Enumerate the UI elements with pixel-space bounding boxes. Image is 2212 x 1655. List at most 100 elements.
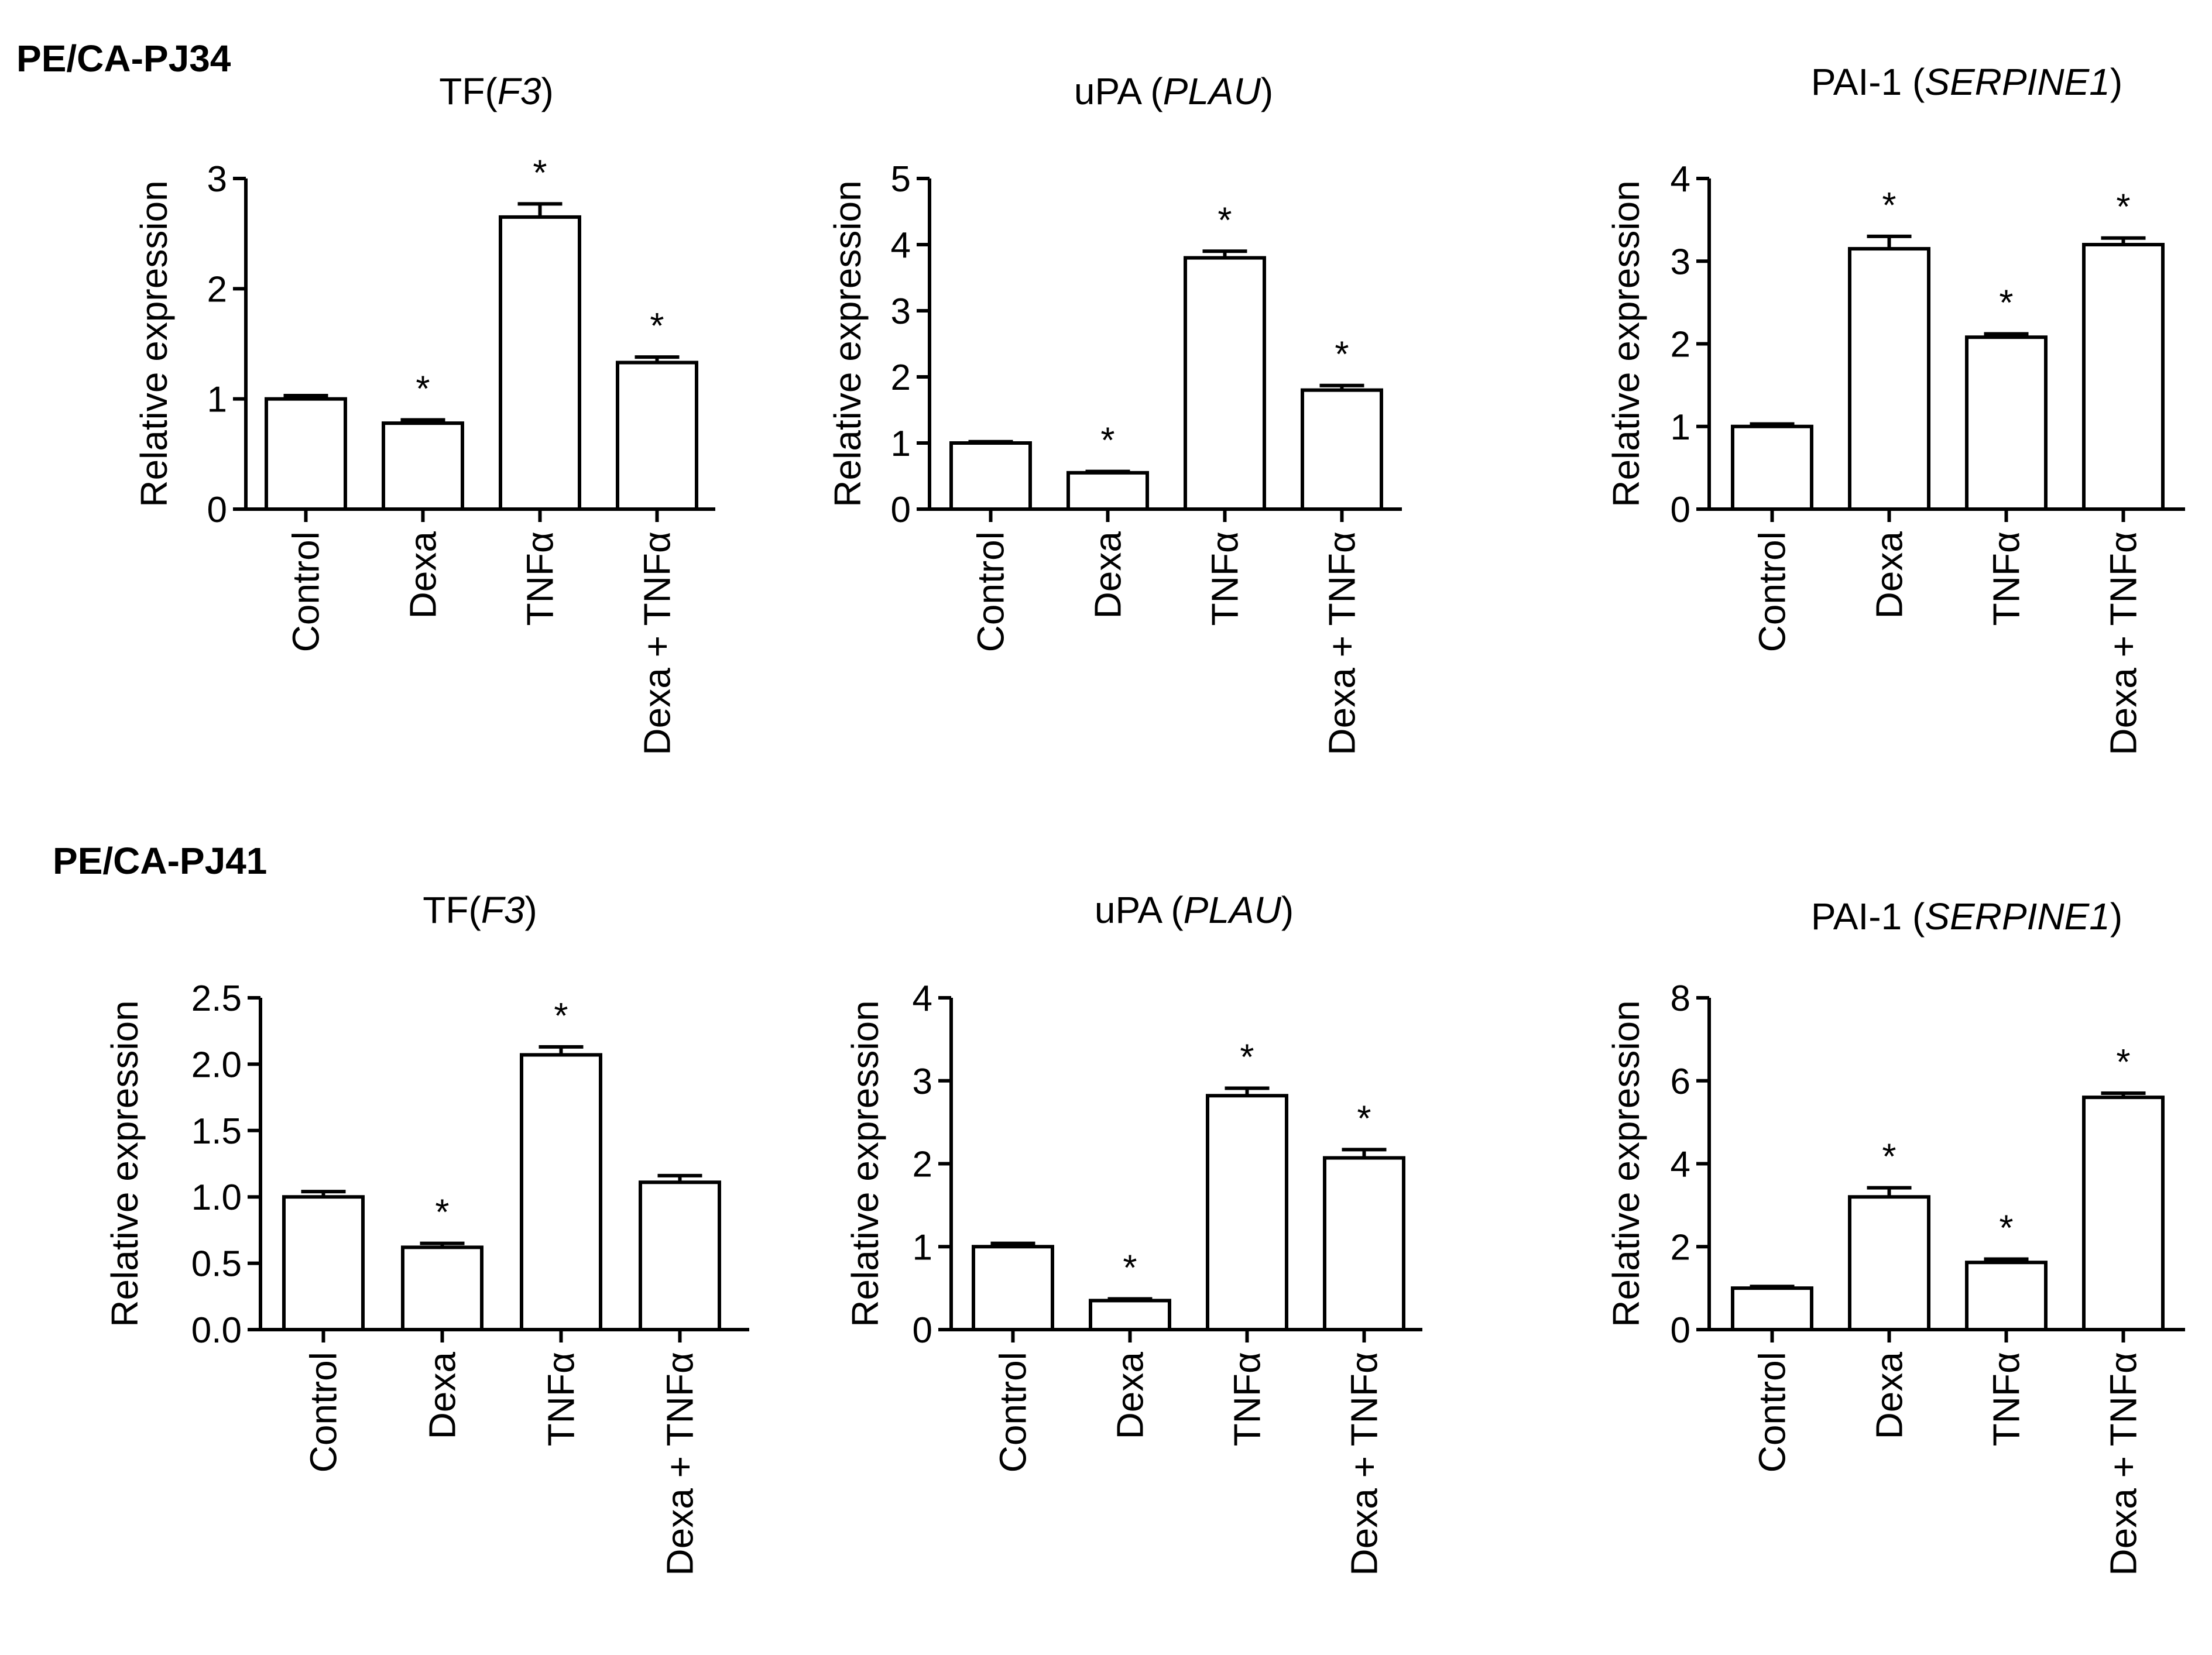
- charts-layer: TF(F3)Relative expression0123Control*Dex…: [104, 61, 2185, 1576]
- chart-title: uPA (PLAU): [1074, 70, 1273, 112]
- y-tick-label: 0.5: [191, 1244, 242, 1285]
- significance-star: *: [1999, 1208, 2013, 1249]
- bar-4: [639, 1180, 721, 1331]
- significance-star: *: [1335, 335, 1349, 375]
- panel-label-top: PE/CA-PJ34: [16, 37, 231, 80]
- chart-title-gene: PLAU: [1163, 70, 1261, 112]
- x-tick-label: TNFα: [1985, 1352, 2028, 1446]
- y-tick-label: 4: [1671, 159, 1690, 200]
- y-tick-label: 3: [913, 1062, 932, 1102]
- chart-2: uPA (PLAU) Relative expression 0 1 2 3 4 5 Contr…: [827, 70, 1402, 756]
- panel-label-bottom: PE/CA-PJ41: [53, 840, 267, 882]
- x-tick-label: TNFα: [1226, 1352, 1268, 1446]
- x-tick-label: Control: [1751, 1352, 1793, 1472]
- bar-1: [282, 1195, 365, 1331]
- chart-title-end: ): [1281, 889, 1294, 931]
- chart-title-main: PAI-1 (: [1811, 895, 1925, 938]
- bar-4: [2082, 1096, 2165, 1331]
- bar-1: [265, 397, 347, 511]
- x-tick-label: Dexa + TNFα: [1321, 531, 1363, 756]
- x-tick-label: Dexa: [1868, 531, 1911, 619]
- bar-3: [520, 1053, 602, 1332]
- y-tick-label: 2.0: [191, 1045, 242, 1085]
- y-tick-label: 3: [207, 159, 227, 200]
- significance-star: *: [2116, 1042, 2130, 1083]
- y-tick-label: 0: [1671, 1310, 1690, 1351]
- y-tick-label: 3: [1671, 242, 1690, 282]
- chart-3: PAI-1 (SERPINE1) Relative expression 0 1 2 3 4…: [1605, 61, 2185, 756]
- x-tick-label: Dexa: [1087, 531, 1129, 619]
- x-tick-label: Dexa: [1868, 1352, 1911, 1440]
- x-tick-label: TNFα: [540, 1352, 582, 1446]
- bar-3: [499, 215, 581, 511]
- y-tick-label: 1: [207, 380, 227, 420]
- chart-title-main: uPA (: [1095, 889, 1184, 931]
- y-tick-label: 8: [1671, 978, 1690, 1019]
- chart-title-end: ): [2110, 61, 2122, 103]
- significance-star: *: [1357, 1098, 1371, 1139]
- bar-4: [1301, 388, 1383, 511]
- significance-star: *: [1882, 186, 1896, 226]
- chart-title-gene: F3: [481, 889, 525, 931]
- y-tick-label: 2: [1671, 325, 1690, 365]
- y-axis-label: Relative expression: [133, 180, 175, 507]
- x-tick-label: Dexa: [421, 1352, 464, 1440]
- chart-title-gene: PLAU: [1184, 889, 1282, 931]
- significance-star: *: [554, 996, 568, 1036]
- y-axis-label: Relative expression: [104, 1000, 146, 1327]
- y-tick-label: 2: [1671, 1227, 1690, 1268]
- y-tick-label: 0: [891, 490, 911, 530]
- bar-4: [1323, 1156, 1405, 1331]
- chart-title-gene: SERPINE1: [1925, 895, 2110, 938]
- bar-1: [1731, 424, 1813, 511]
- x-tick-label: Dexa + TNFα: [636, 531, 678, 756]
- significance-star: *: [2116, 187, 2130, 228]
- x-tick-label: Control: [970, 531, 1012, 652]
- chart-title-main: TF(: [439, 70, 498, 112]
- y-axis-label: Relative expression: [844, 1000, 886, 1327]
- bar-2: [382, 421, 464, 511]
- x-tick-label: Dexa + TNFα: [2103, 1352, 2145, 1576]
- y-tick-label: 0: [913, 1310, 932, 1351]
- chart-title-end: ): [1261, 70, 1273, 112]
- bar-2: [401, 1245, 483, 1332]
- y-tick-label: 1: [1671, 407, 1690, 448]
- bar-2: [1089, 1299, 1171, 1331]
- chart-5: uPA (PLAU) Relative expression 0 1 2 3 4 Contro…: [844, 889, 1422, 1576]
- bar-3: [1184, 256, 1266, 511]
- y-tick-label: 0: [207, 490, 227, 530]
- bar-3: [1206, 1094, 1288, 1331]
- significance-star: *: [416, 369, 430, 409]
- y-tick-label: 4: [913, 978, 932, 1019]
- significance-star: *: [1882, 1137, 1896, 1177]
- y-tick-label: 1: [891, 424, 911, 464]
- y-tick-label: 5: [891, 159, 911, 200]
- bar-4: [616, 360, 698, 511]
- chart-title: PAI-1 (SERPINE1): [1811, 895, 2122, 938]
- x-tick-label: Control: [992, 1352, 1034, 1472]
- y-axis-label: Relative expression: [1605, 180, 1647, 507]
- y-tick-label: 1: [913, 1227, 932, 1268]
- chart-title-main: TF(: [423, 889, 481, 931]
- significance-star: *: [435, 1193, 449, 1233]
- significance-star: *: [1100, 421, 1114, 461]
- chart-title: PAI-1 (SERPINE1): [1811, 61, 2122, 103]
- x-tick-label: Control: [1751, 531, 1793, 652]
- x-tick-label: Control: [303, 1352, 345, 1472]
- chart-title-end: ): [541, 70, 553, 112]
- bar-4: [2082, 243, 2165, 511]
- chart-1: TF(F3) Relative expression 0 1 2 3 Control * Dex…: [133, 70, 715, 756]
- significance-star: *: [533, 153, 547, 193]
- significance-star: *: [1240, 1038, 1254, 1078]
- y-tick-label: 1.0: [191, 1177, 242, 1218]
- x-tick-label: Dexa: [1109, 1352, 1151, 1440]
- x-tick-label: Dexa + TNFα: [1343, 1352, 1385, 1576]
- chart-title-main: uPA (: [1074, 70, 1163, 112]
- y-tick-label: 4: [1671, 1145, 1690, 1185]
- y-tick-label: 3: [891, 291, 911, 332]
- bar-1: [1731, 1286, 1813, 1331]
- y-tick-label: 2: [913, 1145, 932, 1185]
- y-tick-label: 2.5: [191, 978, 242, 1019]
- chart-title-end: ): [2110, 895, 2122, 938]
